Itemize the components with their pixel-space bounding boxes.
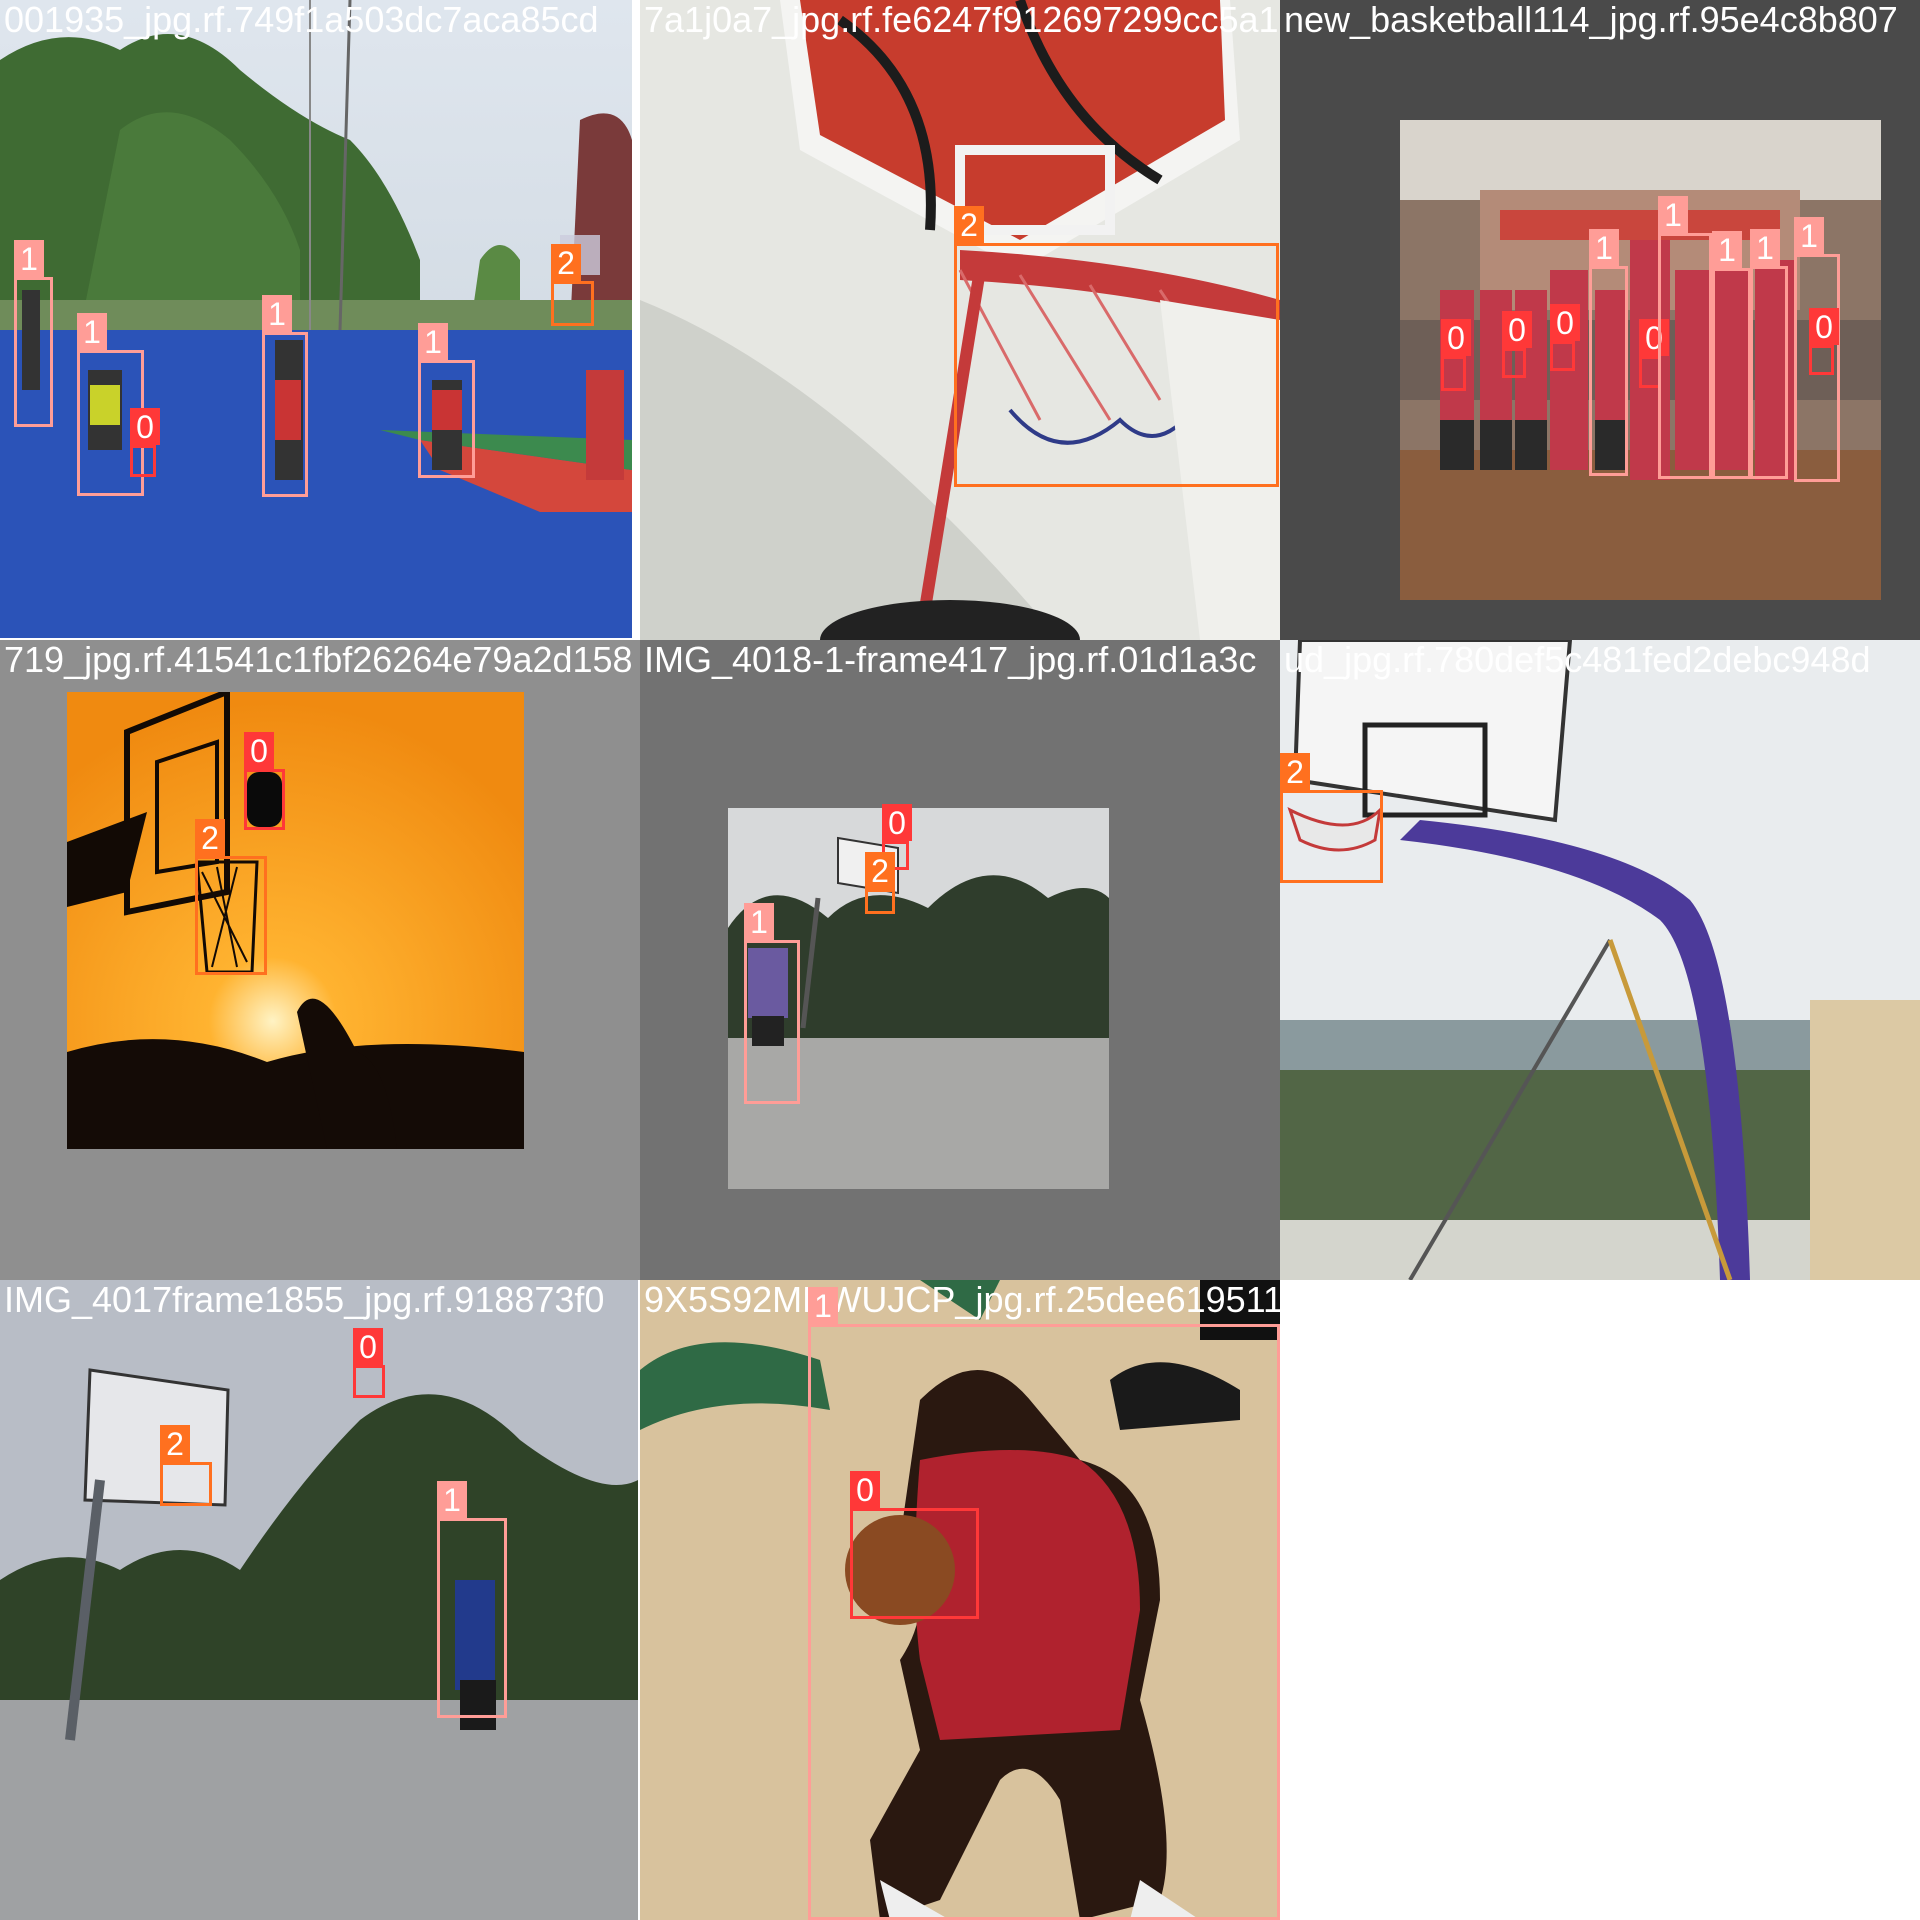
image-filename: IMG_4018-1-frame417_jpg.rf.01d1a3c — [644, 640, 1257, 680]
bbox-player: 1 — [1794, 217, 1840, 482]
class-label: 0 — [244, 732, 274, 769]
class-label: 2 — [865, 852, 895, 889]
class-label: 1 — [1658, 196, 1688, 233]
bbox-ball: 0 — [850, 1471, 979, 1619]
bbox-hoop: 2 — [160, 1425, 212, 1506]
class-label: 2 — [195, 819, 225, 856]
class-label: 1 — [77, 313, 107, 350]
class-label: 1 — [437, 1481, 467, 1518]
class-label: 0 — [1550, 304, 1580, 341]
bbox-ball: 0 — [353, 1328, 385, 1398]
photo — [640, 1280, 1280, 1920]
photo — [1400, 120, 1881, 600]
image-tile: 7a1j0a7_jpg.rf.fe6247f912697299cc5a1b066… — [640, 0, 1280, 640]
bbox-player: 1 — [744, 903, 800, 1104]
photo — [0, 1280, 638, 1920]
photo — [0, 0, 632, 638]
bbox-player: 1 — [808, 1287, 1280, 1920]
image-tile: 001935_jpg.rf.749f1a503dc7aca85cd 1 1 0 … — [0, 0, 640, 640]
bbox-player: 1 — [1712, 231, 1751, 479]
class-label: 2 — [551, 244, 581, 281]
class-label: 1 — [808, 1287, 838, 1324]
bbox-ball: 0 — [244, 732, 285, 830]
bbox-player: 1 — [1658, 196, 1712, 479]
bbox-ball: 0 — [130, 408, 160, 477]
image-tile: IMG_4018-1-frame417_jpg.rf.01d1a3c 0 2 1 — [640, 640, 1280, 1280]
bbox-hoop: 2 — [195, 819, 267, 975]
class-label: 1 — [1794, 217, 1824, 254]
bbox-ball: 0 — [1809, 308, 1839, 375]
class-label: 2 — [1280, 753, 1310, 790]
bbox-ball: 0 — [882, 804, 912, 870]
class-label: 0 — [850, 1471, 880, 1508]
class-label: 0 — [1809, 308, 1839, 345]
image-tile: IMG_4017frame1855_jpg.rf.918873f0 0 2 1 — [0, 1280, 640, 1920]
image-tile: 719_jpg.rf.41541c1fbf26264e79a2d158 0 2 — [0, 640, 640, 1280]
bbox-player: 1 — [437, 1481, 507, 1718]
class-label: 1 — [14, 240, 44, 277]
image-filename: 719_jpg.rf.41541c1fbf26264e79a2d158 — [4, 640, 633, 680]
class-label: 0 — [1502, 311, 1532, 348]
image-filename: new_basketball114_jpg.rf.95e4c8b807 — [1284, 0, 1898, 40]
photo — [67, 692, 524, 1149]
class-label: 2 — [160, 1425, 190, 1462]
bbox-hoop: 2 — [551, 244, 594, 326]
bbox-player: 1 — [1750, 229, 1788, 479]
image-tile: ud_jpg.rf.780def5c481fed2debc948d 2 — [1280, 640, 1920, 1280]
bbox-hoop: 2 — [865, 852, 895, 914]
image-tile: new_basketball114_jpg.rf.95e4c8b807 0 0 … — [1280, 0, 1920, 640]
class-label: 2 — [954, 206, 984, 243]
bbox-hoop: 2 — [1280, 753, 1383, 883]
bbox-ball: 0 — [1550, 304, 1580, 371]
class-label: 1 — [262, 295, 292, 332]
bbox-ball: 0 — [1502, 311, 1532, 378]
class-label: 1 — [744, 903, 774, 940]
class-label: 0 — [882, 804, 912, 841]
class-label: 1 — [1589, 229, 1619, 266]
bbox-hoop: 2 — [954, 206, 1279, 487]
class-label: 0 — [130, 408, 160, 445]
class-label: 0 — [353, 1328, 383, 1365]
class-label: 1 — [1712, 231, 1742, 268]
photo — [640, 0, 1280, 640]
class-label: 0 — [1441, 319, 1471, 356]
bbox-player: 1 — [1589, 229, 1628, 476]
image-tile: 9X5S92MRWUJCP_jpg.rf.25dee61951193802c98… — [640, 1280, 1280, 1920]
bbox-ball: 0 — [1441, 319, 1471, 391]
bbox-player: 1 — [418, 323, 475, 478]
photo — [728, 808, 1109, 1189]
bbox-player: 1 — [262, 295, 308, 497]
class-label: 1 — [1750, 229, 1780, 266]
photo — [1280, 640, 1920, 1280]
bbox-player: 1 — [14, 240, 53, 427]
class-label: 1 — [418, 323, 448, 360]
